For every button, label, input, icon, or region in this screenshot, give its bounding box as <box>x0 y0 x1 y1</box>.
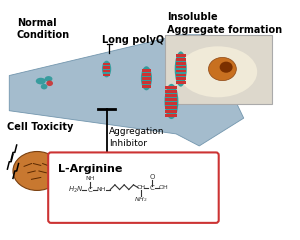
Bar <box>165 94 178 97</box>
Ellipse shape <box>41 84 47 90</box>
Text: O: O <box>149 174 155 180</box>
Text: Insoluble
Aggregate formation: Insoluble Aggregate formation <box>167 12 282 35</box>
Text: Cell Toxicity: Cell Toxicity <box>8 122 74 132</box>
Bar <box>165 102 178 105</box>
Bar <box>142 77 151 80</box>
Bar <box>103 74 110 76</box>
FancyBboxPatch shape <box>48 152 219 223</box>
Ellipse shape <box>178 46 257 97</box>
Ellipse shape <box>175 51 187 87</box>
Bar <box>142 85 151 88</box>
Ellipse shape <box>141 66 152 90</box>
Ellipse shape <box>13 151 61 190</box>
Bar <box>165 106 178 109</box>
Ellipse shape <box>164 84 178 119</box>
Polygon shape <box>9 35 244 146</box>
Bar <box>176 66 186 68</box>
Bar <box>165 35 272 104</box>
Bar <box>176 58 186 61</box>
Text: Long polyQ: Long polyQ <box>102 35 164 45</box>
Bar <box>176 70 186 72</box>
Ellipse shape <box>36 78 46 84</box>
Bar <box>176 78 186 80</box>
Bar <box>176 73 186 76</box>
Bar <box>176 54 186 57</box>
Text: C: C <box>150 185 154 191</box>
Bar <box>165 90 178 93</box>
Bar <box>176 81 186 84</box>
Bar <box>165 86 178 89</box>
Ellipse shape <box>46 81 53 86</box>
Text: NH: NH <box>96 187 106 192</box>
Bar <box>142 73 151 76</box>
Bar <box>176 62 186 65</box>
Text: $NH_2$: $NH_2$ <box>134 195 148 204</box>
Text: $H_2N$: $H_2N$ <box>68 184 84 195</box>
Text: OH: OH <box>158 185 168 190</box>
Text: NH: NH <box>85 176 94 181</box>
Text: L-Arginine: L-Arginine <box>58 164 123 174</box>
Ellipse shape <box>45 76 52 82</box>
Bar <box>103 66 110 69</box>
Bar <box>165 98 178 101</box>
Text: Aggregation
Inhibitor: Aggregation Inhibitor <box>110 127 165 148</box>
Text: CH: CH <box>136 185 146 190</box>
Text: C: C <box>88 186 92 192</box>
Bar <box>165 114 178 117</box>
Ellipse shape <box>102 61 111 77</box>
Ellipse shape <box>208 57 236 81</box>
Bar <box>103 70 110 72</box>
Bar <box>142 69 151 72</box>
Ellipse shape <box>220 62 232 73</box>
Bar <box>165 110 178 113</box>
Bar <box>103 63 110 65</box>
Text: Normal
Condition: Normal Condition <box>17 18 70 41</box>
Bar <box>142 81 151 84</box>
